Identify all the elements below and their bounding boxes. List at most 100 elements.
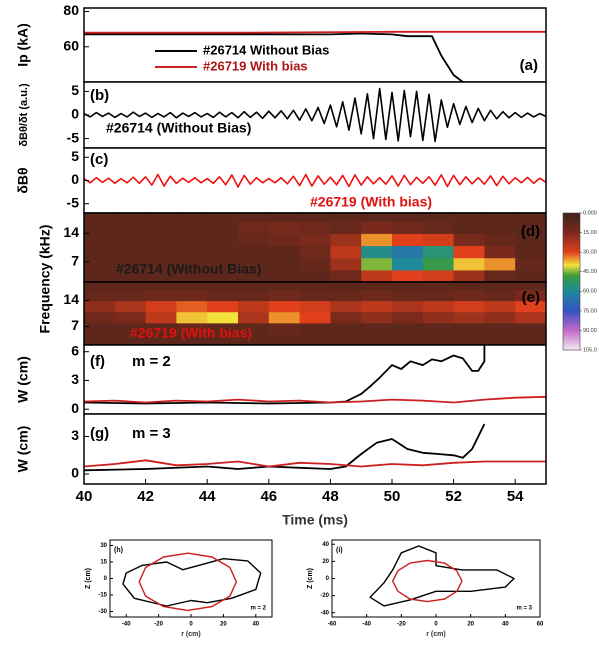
heatmap-cell [392, 282, 423, 290]
heatmap-cell [84, 221, 115, 234]
heatmap-cell [330, 270, 361, 283]
y-tick-label: 3 [71, 371, 79, 387]
annotation: m = 3 [516, 606, 532, 612]
x-tick-label: -40 [122, 622, 131, 628]
legend-label: #26714 Without Bias [203, 42, 329, 57]
heatmap-cell [84, 233, 115, 246]
annotation: m = 2 [132, 353, 171, 370]
x-axis-label: r (cm) [181, 631, 200, 638]
colorbar-tick-label: 105.0 [583, 347, 597, 353]
y-tick-label: 0 [71, 171, 79, 187]
heatmap-cell [269, 301, 300, 313]
heatmap-cell [207, 245, 238, 258]
panel: -40-2002040-60-40-200204060r (cm)Z (cm)(… [307, 540, 544, 638]
y-tick-label: 30 [100, 543, 107, 549]
heatmap-cell [454, 323, 485, 335]
heatmap-cell [330, 289, 361, 301]
annotation: #26714 (Without Bias) [106, 120, 251, 136]
heatmap-cell [300, 289, 331, 301]
y-tick-label: 20 [322, 559, 329, 565]
y-tick-label: 15 [100, 560, 107, 566]
heatmap-cell [207, 233, 238, 246]
heatmap-cell [238, 282, 269, 290]
heatmap-cell [361, 301, 392, 313]
heatmap-cell [176, 213, 207, 222]
heatmap-cell [392, 258, 423, 271]
heatmap-cell [484, 258, 515, 271]
heatmap-cell [330, 334, 361, 346]
heatmap-cell [484, 289, 515, 301]
y-tick-label: -5 [67, 129, 80, 145]
x-axis-label: Time (ms) [282, 512, 348, 528]
heatmap-cell [484, 301, 515, 313]
heatmap-cell [269, 233, 300, 246]
heatmap-cell [423, 301, 454, 313]
colorbar-tick-label: 45.00 [583, 269, 597, 275]
x-tick-label: 52 [445, 488, 462, 505]
heatmap-cell [84, 323, 115, 335]
x-tick-label: 0 [434, 622, 438, 628]
heatmap-cell [484, 270, 515, 283]
panel-label: (b) [90, 87, 109, 104]
heatmap-cell [454, 312, 485, 324]
heatmap-cell [146, 301, 177, 313]
heatmap-cell [207, 213, 238, 222]
heatmap-cell [269, 221, 300, 234]
heatmap-cell [115, 282, 146, 290]
heatmap-cell [423, 258, 454, 271]
y-tick-label: 3 [71, 427, 79, 443]
heatmap-cell [176, 233, 207, 246]
heatmap-cell [176, 312, 207, 324]
heatmap-cell [423, 233, 454, 246]
heatmap-cell [330, 312, 361, 324]
heatmap-cell [454, 289, 485, 301]
heatmap-cell [361, 233, 392, 246]
heatmap-cell [330, 323, 361, 335]
heatmap-cell [207, 221, 238, 234]
heatmap-cell [423, 221, 454, 234]
annotation: #26719 (With bias) [310, 194, 432, 210]
heatmap-cell [115, 301, 146, 313]
heatmap-cell [515, 312, 546, 324]
heatmap-cell [300, 213, 331, 222]
heatmap-cell [484, 221, 515, 234]
heatmap-cell [115, 221, 146, 234]
y-axis-label: δBθ [15, 167, 31, 193]
heatmap-cell [146, 282, 177, 290]
y-tick-label: 0 [71, 106, 79, 122]
panel-label: (c) [90, 151, 108, 168]
heatmap-cell [515, 323, 546, 335]
y-tick-label: 5 [71, 148, 79, 164]
heatmap-cell [115, 312, 146, 324]
x-tick-label: 20 [467, 622, 474, 628]
heatmap-cell [392, 221, 423, 234]
heatmap-cell [238, 245, 269, 258]
y-tick-label: -40 [320, 610, 329, 616]
heatmap-cell [84, 258, 115, 271]
x-tick-label: 20 [220, 622, 227, 628]
y-tick-label: 7 [71, 317, 79, 333]
y-tick-label: 14 [63, 291, 79, 307]
heatmap-cell [392, 323, 423, 335]
annotation: m = 3 [132, 425, 171, 442]
heatmap-cell [392, 245, 423, 258]
heatmap-cell [269, 213, 300, 222]
heatmap-cell [361, 221, 392, 234]
heatmap-cell [454, 213, 485, 222]
heatmap-cell [484, 334, 515, 346]
heatmap-cell [300, 221, 331, 234]
heatmap-cell [300, 258, 331, 271]
heatmap-cell [423, 213, 454, 222]
heatmap-cell [484, 245, 515, 258]
x-tick-label: 42 [137, 488, 154, 505]
heatmap-cell [361, 289, 392, 301]
heatmap-cell [515, 213, 546, 222]
heatmap-cell [423, 245, 454, 258]
colorbar-tick-label: 15.00 [583, 230, 597, 236]
x-tick-label: 50 [384, 488, 401, 505]
heatmap-cell [300, 233, 331, 246]
heatmap-cell [115, 213, 146, 222]
plot-background [332, 540, 540, 617]
heatmap-cell [484, 323, 515, 335]
